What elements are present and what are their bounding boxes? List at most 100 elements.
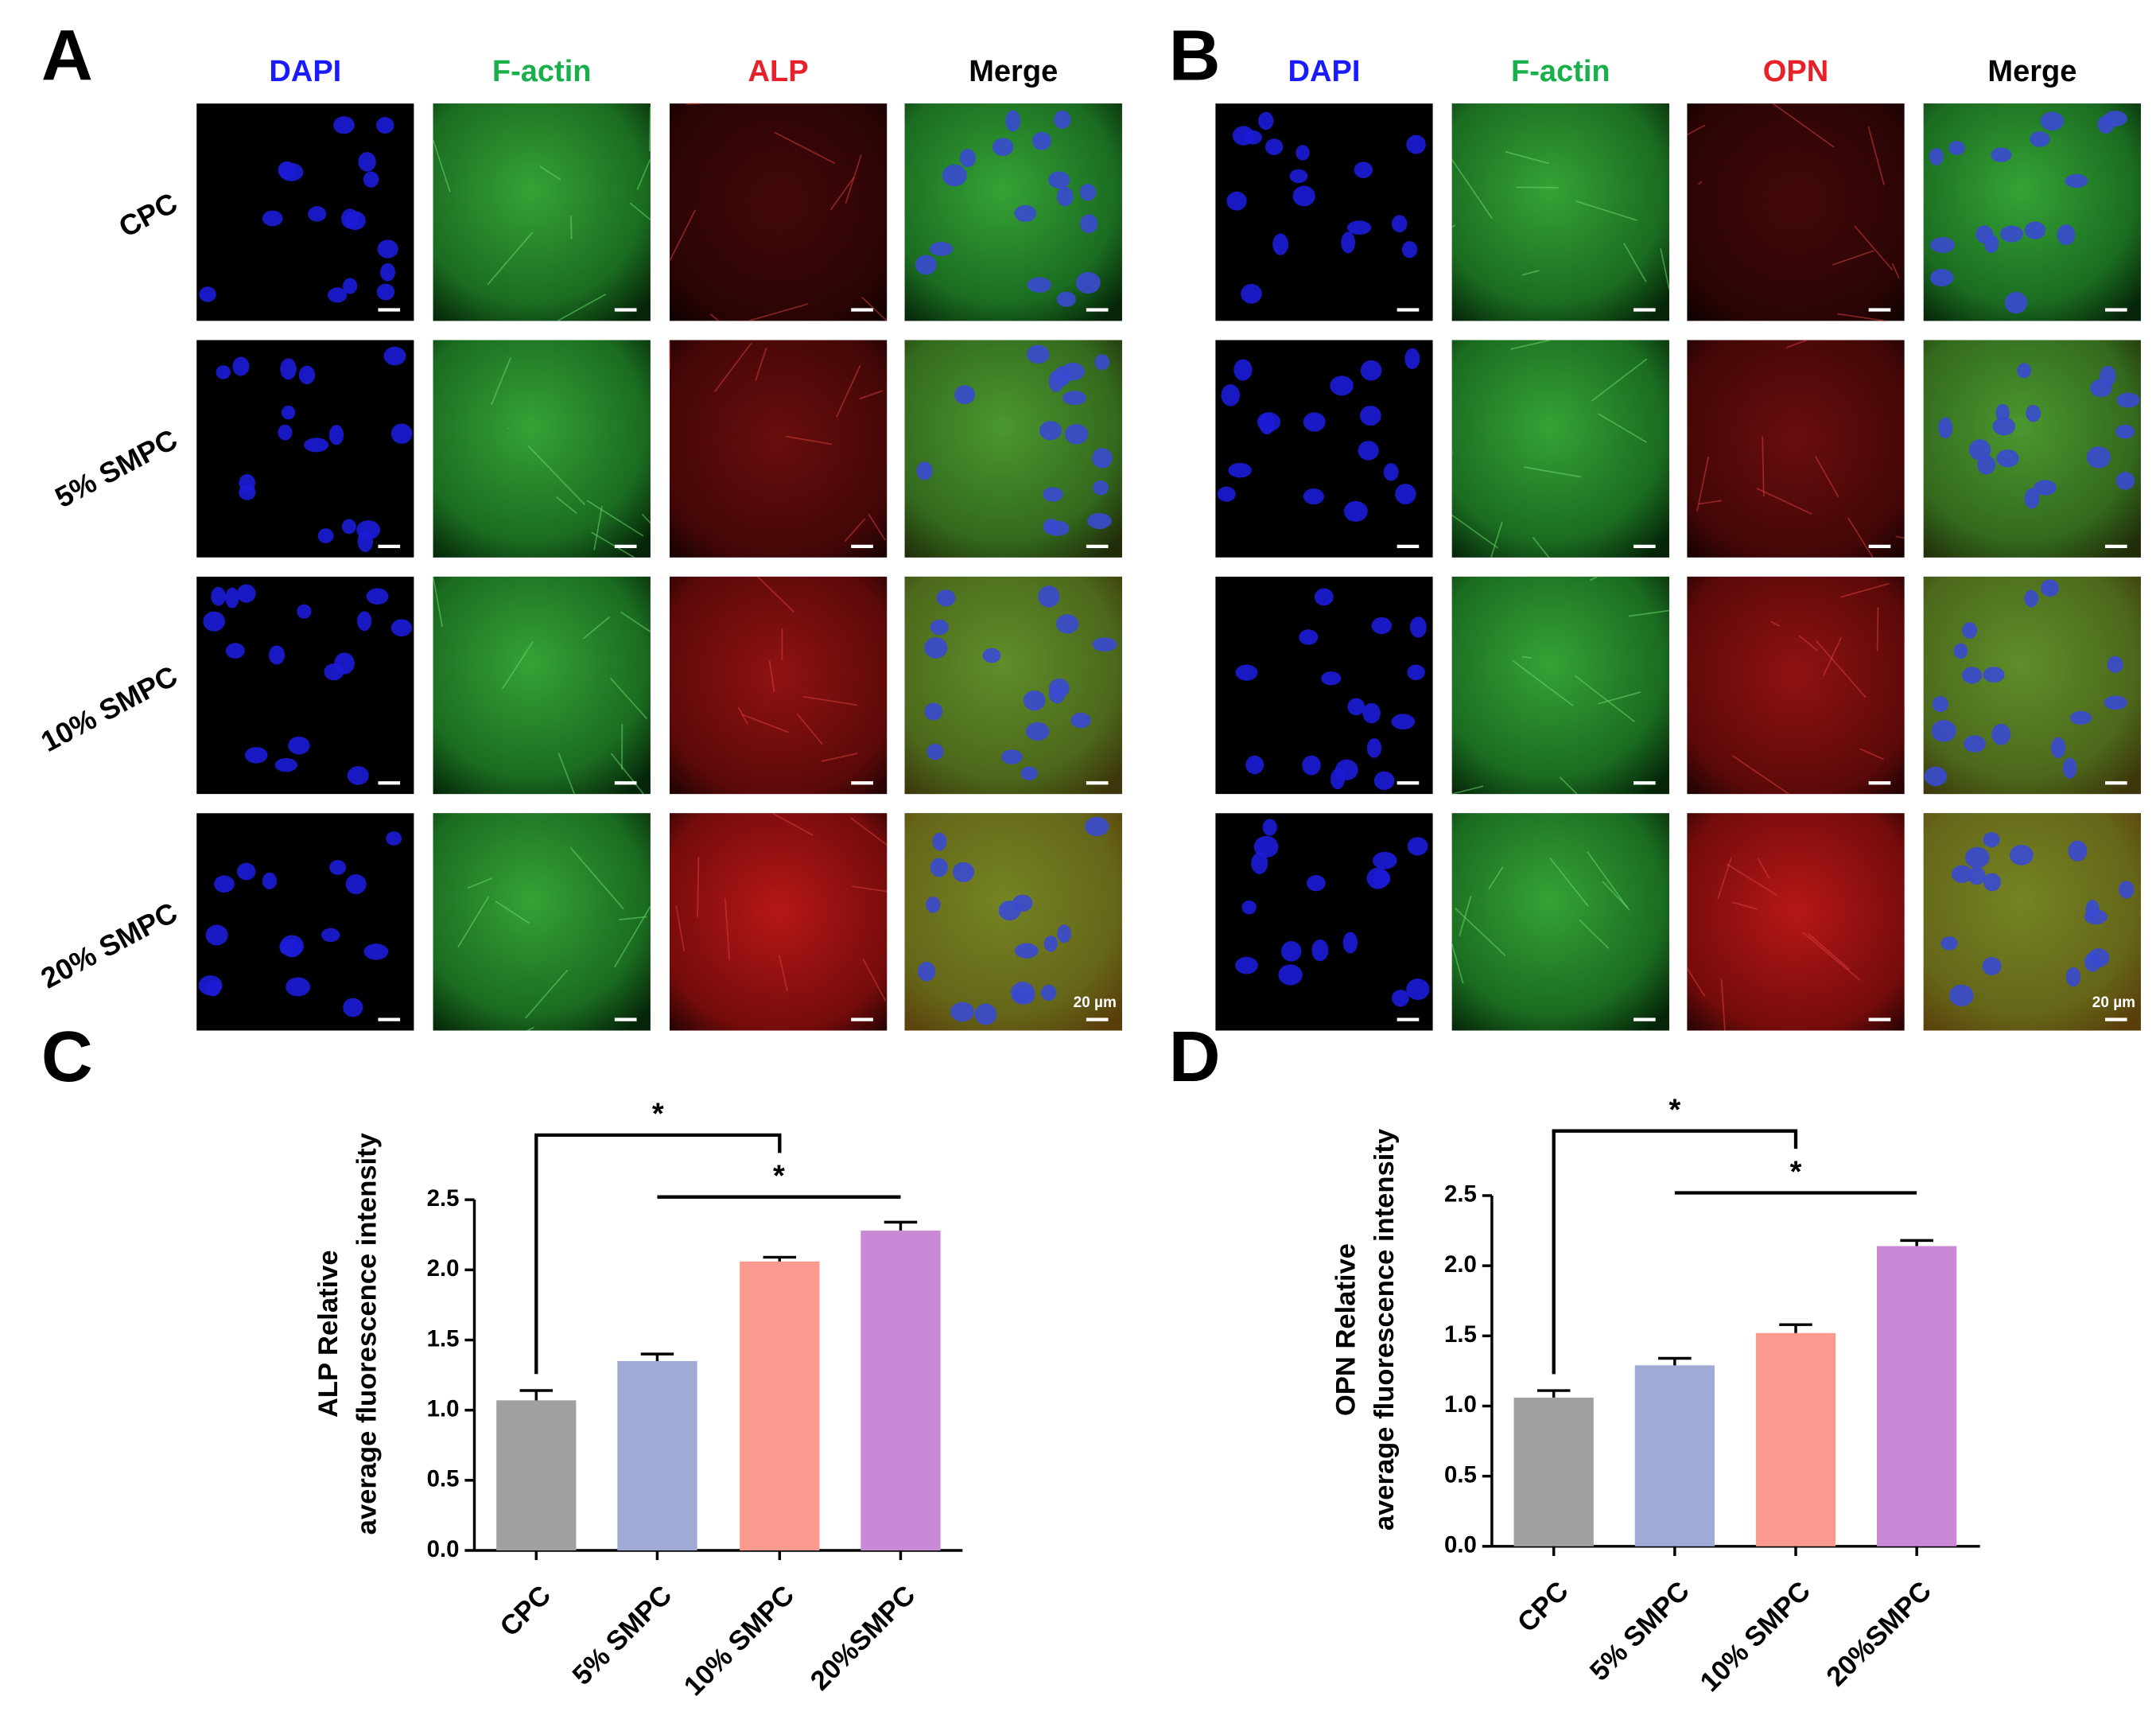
nucleus bbox=[1023, 690, 1046, 711]
nucleus bbox=[1983, 832, 2000, 848]
nucleus bbox=[211, 586, 226, 606]
nucleus bbox=[2104, 695, 2128, 710]
fiber bbox=[1512, 659, 1574, 706]
nucleus bbox=[288, 736, 310, 755]
nucleus bbox=[1299, 629, 1319, 645]
x-tick-label: 20%SMPC bbox=[805, 1580, 921, 1696]
micrograph bbox=[1215, 576, 1433, 795]
fiber bbox=[1505, 150, 1549, 165]
nucleus bbox=[2026, 404, 2041, 422]
nucleus bbox=[236, 584, 256, 603]
fiber bbox=[1867, 126, 1885, 185]
micrograph bbox=[196, 103, 414, 321]
nucleus bbox=[1056, 291, 1076, 307]
nucleus bbox=[1093, 480, 1109, 496]
fiber bbox=[1488, 866, 1504, 889]
fiber bbox=[432, 576, 444, 628]
fiber bbox=[586, 500, 644, 537]
nucleus bbox=[2116, 392, 2140, 408]
bar bbox=[860, 1230, 941, 1551]
nucleus bbox=[1930, 269, 1954, 287]
fiber bbox=[1757, 858, 1770, 879]
nucleus bbox=[2084, 952, 2101, 972]
nucleus bbox=[262, 872, 278, 889]
fiber bbox=[851, 885, 888, 893]
nucleus bbox=[1983, 873, 2002, 892]
nucleus bbox=[1383, 463, 1399, 481]
nucleus bbox=[992, 138, 1014, 157]
nucleus bbox=[1968, 866, 1986, 885]
fiber bbox=[467, 877, 493, 889]
nucleus bbox=[1407, 837, 1428, 856]
nucleus bbox=[1992, 417, 2015, 436]
marker-stain bbox=[670, 103, 888, 321]
fiber bbox=[491, 356, 512, 406]
x-tick-label: 5% SMPC bbox=[567, 1580, 678, 1691]
nucleus bbox=[1962, 622, 1978, 639]
error-bar bbox=[1536, 1389, 1571, 1398]
nucleus bbox=[1043, 936, 1059, 952]
fiber bbox=[1591, 358, 1648, 402]
significance-label: * bbox=[1790, 1155, 1802, 1188]
nucleus bbox=[1217, 486, 1236, 502]
nucleus bbox=[998, 901, 1021, 921]
nucleus bbox=[274, 758, 298, 772]
marker-overlay bbox=[1923, 576, 2141, 795]
nucleus bbox=[198, 975, 223, 996]
marker-stain bbox=[1687, 813, 1905, 1031]
micrograph bbox=[432, 103, 651, 322]
nucleus bbox=[1055, 614, 1079, 634]
x-tick-label: 10% SMPC bbox=[1695, 1576, 1816, 1698]
nucleus bbox=[317, 528, 334, 543]
fiber bbox=[835, 364, 861, 418]
x-tick-label: 20%SMPC bbox=[1821, 1576, 1937, 1692]
nucleus bbox=[386, 831, 402, 846]
micrograph bbox=[1923, 340, 2141, 558]
y-tick-label: 2.0 bbox=[427, 1255, 460, 1282]
column-header: DAPI bbox=[1288, 55, 1361, 88]
nucleus bbox=[1964, 846, 1990, 869]
nucleus bbox=[926, 897, 941, 913]
fiber bbox=[525, 969, 569, 1019]
marker-stain bbox=[1687, 103, 1905, 321]
nucleus bbox=[1289, 169, 1308, 184]
nucleus bbox=[2050, 737, 2066, 759]
column-header: Merge bbox=[1987, 55, 2076, 88]
nucleus bbox=[1092, 637, 1117, 652]
nucleus bbox=[916, 461, 933, 480]
nucleus bbox=[930, 858, 948, 877]
nucleus bbox=[2030, 131, 2050, 147]
fiber bbox=[1549, 858, 1589, 907]
fiber bbox=[802, 695, 858, 706]
nucleus bbox=[1407, 664, 1425, 681]
nucleus bbox=[1931, 720, 1956, 742]
bar bbox=[1634, 1365, 1715, 1546]
micrograph bbox=[433, 340, 651, 558]
nucleus bbox=[236, 862, 256, 881]
y-tick-label: 2.5 bbox=[1444, 1181, 1477, 1208]
nucleus bbox=[1395, 484, 1416, 505]
nucleus bbox=[1087, 512, 1112, 529]
nucleus bbox=[269, 645, 286, 665]
nucleus bbox=[1961, 667, 1983, 684]
marker-stain bbox=[670, 813, 888, 1031]
fiber bbox=[1816, 640, 1867, 698]
nucleus bbox=[343, 998, 363, 1017]
nucleus bbox=[1924, 766, 1948, 787]
micrograph bbox=[904, 813, 1122, 1031]
nucleus bbox=[390, 423, 413, 444]
fiber bbox=[1598, 691, 1641, 705]
nucleus bbox=[1027, 277, 1051, 293]
fiber bbox=[1451, 224, 1456, 228]
fiber bbox=[557, 753, 575, 795]
marker-overlay bbox=[904, 340, 1122, 558]
nucleus bbox=[1084, 816, 1109, 837]
nucleus bbox=[297, 604, 312, 619]
nucleus bbox=[2024, 221, 2045, 239]
fiber bbox=[697, 857, 700, 918]
nucleus bbox=[280, 358, 297, 380]
nucleus bbox=[1292, 185, 1315, 207]
row-label: 5% SMPC bbox=[49, 422, 182, 514]
nucleus bbox=[1262, 819, 1277, 836]
nucleus bbox=[1977, 455, 1996, 475]
